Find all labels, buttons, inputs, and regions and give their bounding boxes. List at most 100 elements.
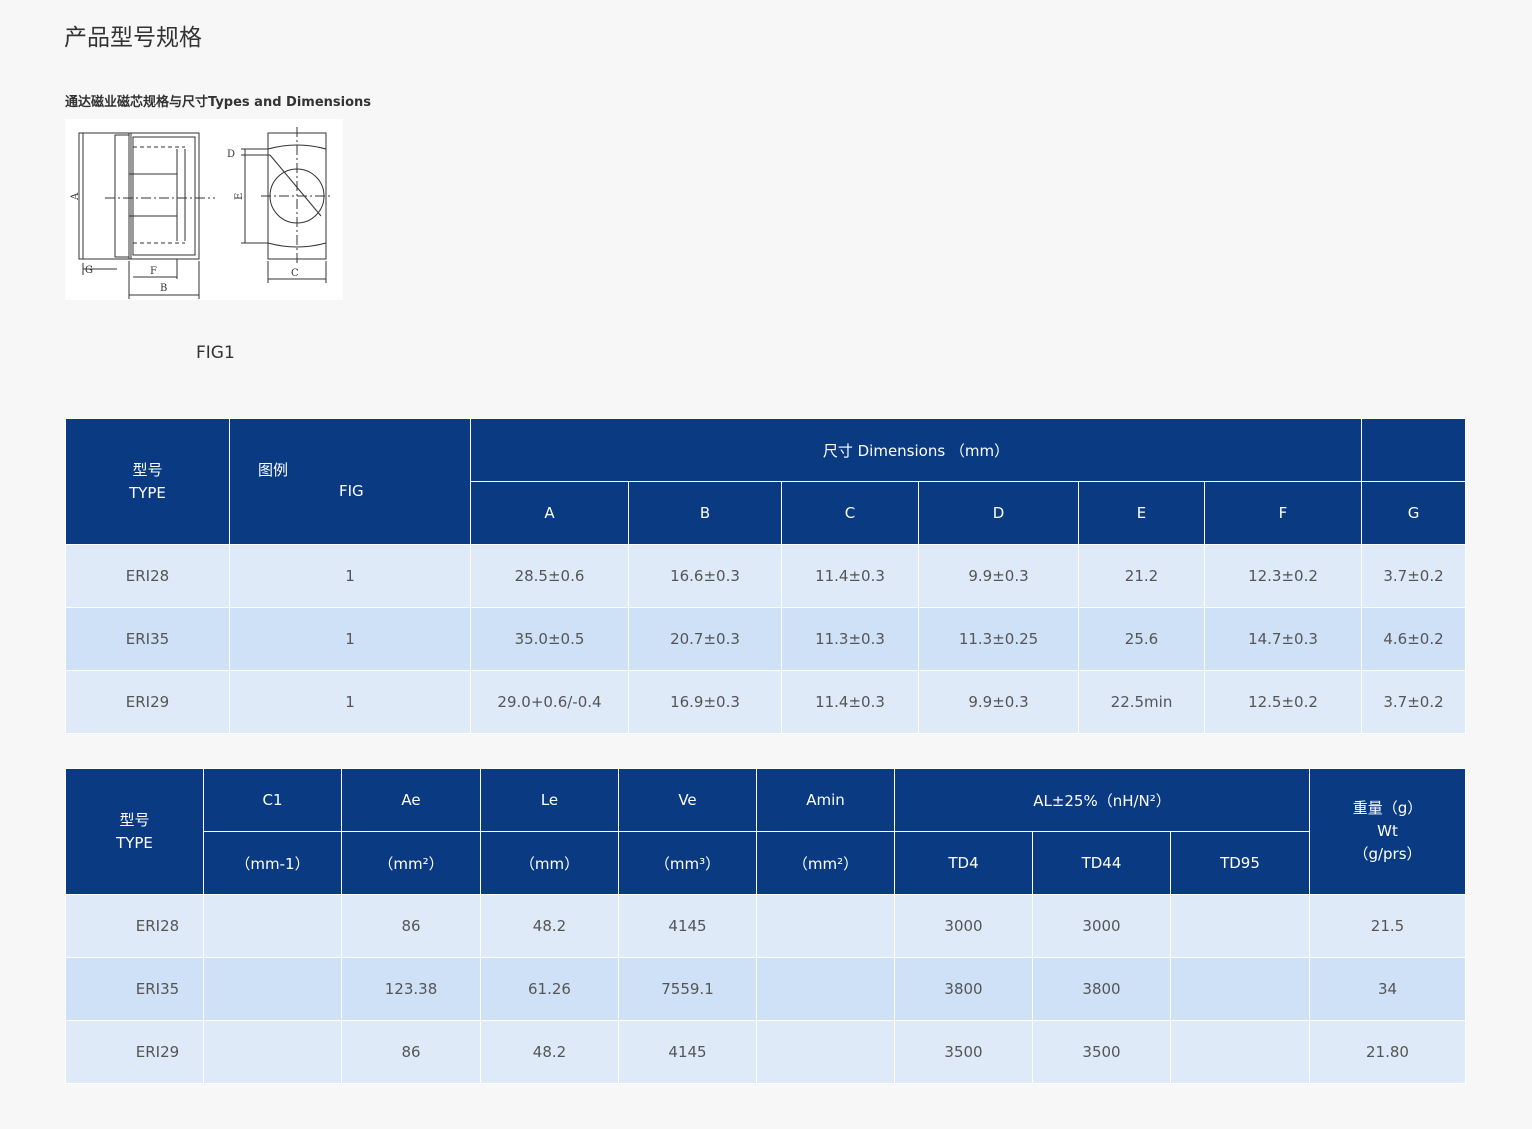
cell-type: ERI29 bbox=[65, 1020, 204, 1084]
cell-f: 14.7±0.3 bbox=[1204, 607, 1362, 671]
col-g-header: G bbox=[1361, 481, 1466, 545]
cell-e: 25.6 bbox=[1078, 607, 1205, 671]
weight-header: 重量（g） Wt （g/prs） bbox=[1309, 768, 1466, 895]
cell-weight: 21.5 bbox=[1309, 894, 1466, 958]
cell-g: 4.6±0.2 bbox=[1361, 607, 1466, 671]
ae-header: Ae bbox=[341, 768, 481, 832]
cell-c: 11.4±0.3 bbox=[781, 670, 919, 734]
type-header: 型号 TYPE bbox=[65, 768, 204, 895]
td44-header: TD44 bbox=[1032, 831, 1171, 895]
cell-a: 29.0+0.6/-0.4 bbox=[470, 670, 629, 734]
cell-ae: 86 bbox=[341, 894, 481, 958]
table-row: ERI29 86 48.2 4145 3500 3500 21.80 bbox=[65, 1020, 1466, 1084]
cell-td95 bbox=[1170, 957, 1310, 1021]
cell-type: ERI35 bbox=[65, 607, 230, 671]
cell-e: 21.2 bbox=[1078, 544, 1205, 608]
cell-g: 3.7±0.2 bbox=[1361, 670, 1466, 734]
type-header-cn: 型号 bbox=[119, 810, 150, 829]
cell-td44: 3000 bbox=[1032, 894, 1171, 958]
cell-ae: 86 bbox=[341, 1020, 481, 1084]
ae-unit-header: （mm²） bbox=[341, 831, 481, 895]
type-header: 型号 TYPE bbox=[65, 418, 230, 545]
amin-header: Amin bbox=[756, 768, 895, 832]
cell-a: 28.5±0.6 bbox=[470, 544, 629, 608]
fig-header-cn: 图例 bbox=[258, 461, 289, 479]
cell-ae: 123.38 bbox=[341, 957, 481, 1021]
cell-a: 35.0±0.5 bbox=[470, 607, 629, 671]
dim-label-a: A bbox=[70, 192, 81, 201]
cell-weight: 34 bbox=[1309, 957, 1466, 1021]
cell-b: 20.7±0.3 bbox=[628, 607, 782, 671]
cell-fig: 1 bbox=[229, 607, 471, 671]
cell-type: ERI29 bbox=[65, 670, 230, 734]
cell-c: 11.4±0.3 bbox=[781, 544, 919, 608]
cell-le: 48.2 bbox=[480, 894, 619, 958]
dim-label-b: B bbox=[160, 283, 167, 294]
cell-d: 9.9±0.3 bbox=[918, 670, 1079, 734]
cell-d: 9.9±0.3 bbox=[918, 544, 1079, 608]
cell-ve: 7559.1 bbox=[618, 957, 757, 1021]
type-header-en: TYPE bbox=[116, 833, 153, 852]
col-e-header: E bbox=[1078, 481, 1205, 545]
empty-header bbox=[1361, 418, 1466, 482]
dimensions-header: 尺寸 Dimensions （mm） bbox=[470, 418, 1362, 482]
cell-amin bbox=[756, 894, 895, 958]
le-unit-header: （mm） bbox=[480, 831, 619, 895]
dim-label-g: G bbox=[85, 265, 93, 276]
amin-unit-header: （mm²） bbox=[756, 831, 895, 895]
col-f-header: F bbox=[1204, 481, 1362, 545]
td4-header: TD4 bbox=[894, 831, 1033, 895]
table-row: ERI29 1 29.0+0.6/-0.4 16.9±0.3 11.4±0.3 … bbox=[65, 670, 1466, 734]
dim-label-c: C bbox=[291, 268, 299, 279]
cell-fig: 1 bbox=[229, 670, 471, 734]
cell-ve: 4145 bbox=[618, 1020, 757, 1084]
section-subtitle: 通达磁业磁芯规格与尺寸Types and Dimensions bbox=[65, 95, 372, 110]
c1-header: C1 bbox=[203, 768, 342, 832]
weight-header-unit: （g/prs） bbox=[1353, 845, 1422, 863]
table-row: ERI28 1 28.5±0.6 16.6±0.3 11.4±0.3 9.9±0… bbox=[65, 544, 1466, 608]
core-dimension-drawing: A B C D E F G bbox=[65, 119, 343, 300]
type-header-cn: 型号 bbox=[132, 460, 163, 479]
page-title: 产品型号规格 bbox=[64, 25, 202, 51]
col-b-header: B bbox=[628, 481, 782, 545]
cell-td4: 3800 bbox=[894, 957, 1033, 1021]
cell-td95 bbox=[1170, 894, 1310, 958]
parameters-table: 型号 TYPE C1 Ae Le Ve Amin AL±25%（nH/N²） 重… bbox=[65, 768, 1466, 1084]
cell-c1 bbox=[203, 894, 342, 958]
type-header-en: TYPE bbox=[129, 483, 166, 502]
cell-le: 61.26 bbox=[480, 957, 619, 1021]
cell-c1 bbox=[203, 957, 342, 1021]
cell-d: 11.3±0.25 bbox=[918, 607, 1079, 671]
dimensions-table: 型号 TYPE 图例 FIG 尺寸 Dimensions （mm） A B C … bbox=[65, 418, 1466, 734]
col-a-header: A bbox=[470, 481, 629, 545]
table-row: ERI35 123.38 61.26 7559.1 3800 3800 34 bbox=[65, 957, 1466, 1021]
weight-header-cn: 重量（g） bbox=[1352, 799, 1423, 817]
cell-type: ERI28 bbox=[65, 544, 230, 608]
col-c-header: C bbox=[781, 481, 919, 545]
eri-core-diagram: A B C D E F G bbox=[70, 127, 333, 299]
cell-g: 3.7±0.2 bbox=[1361, 544, 1466, 608]
td95-header: TD95 bbox=[1170, 831, 1310, 895]
cell-f: 12.5±0.2 bbox=[1204, 670, 1362, 734]
dim-label-e: E bbox=[234, 193, 245, 200]
weight-header-en: Wt bbox=[1377, 822, 1398, 840]
table-row: ERI35 1 35.0±0.5 20.7±0.3 11.3±0.3 11.3±… bbox=[65, 607, 1466, 671]
dim-label-d: D bbox=[227, 149, 235, 160]
cell-weight: 21.80 bbox=[1309, 1020, 1466, 1084]
cell-type: ERI35 bbox=[65, 957, 204, 1021]
cell-td4: 3500 bbox=[894, 1020, 1033, 1084]
ve-header: Ve bbox=[618, 768, 757, 832]
al-header: AL±25%（nH/N²） bbox=[894, 768, 1310, 832]
figure-caption: FIG1 bbox=[196, 343, 235, 363]
c1-unit-header: （mm-1） bbox=[203, 831, 342, 895]
col-d-header: D bbox=[918, 481, 1079, 545]
fig-header-en: FIG bbox=[339, 482, 364, 500]
cell-ve: 4145 bbox=[618, 894, 757, 958]
cell-e: 22.5min bbox=[1078, 670, 1205, 734]
cell-b: 16.9±0.3 bbox=[628, 670, 782, 734]
cell-c1 bbox=[203, 1020, 342, 1084]
cell-amin bbox=[756, 1020, 895, 1084]
cell-td44: 3500 bbox=[1032, 1020, 1171, 1084]
cell-td4: 3000 bbox=[894, 894, 1033, 958]
cell-td44: 3800 bbox=[1032, 957, 1171, 1021]
